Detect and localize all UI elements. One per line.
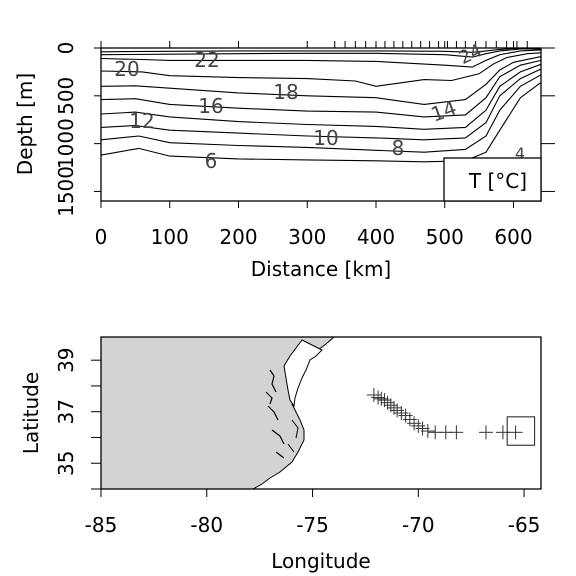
map-y-tick-label: 39	[54, 347, 78, 372]
contour-16	[100, 56, 542, 105]
y-tick-label: 1500	[54, 166, 78, 217]
map-y-tick-label: 35	[54, 451, 78, 476]
highlight-box	[506, 416, 536, 446]
contour-lines	[100, 47, 542, 163]
map-frame	[100, 336, 542, 490]
contour-labels: 22 20 18 16 14 12 10 8 6 4 24	[114, 40, 525, 173]
map-x-tick-label: -75	[296, 513, 329, 537]
station-ticks	[334, 41, 528, 48]
station-markers	[366, 387, 523, 440]
river-inlets	[265, 369, 285, 459]
contour-label-22: 22	[194, 48, 219, 72]
y-tick-label: 500	[54, 77, 78, 115]
map-y-axis: 35 37 39	[54, 347, 101, 490]
section-y-axis-title: Depth [m]	[13, 73, 37, 175]
contour-label-18: 18	[273, 80, 298, 104]
contour-8	[100, 74, 542, 153]
x-tick-label: 500	[426, 225, 464, 249]
station-marker	[508, 425, 523, 440]
station-marker	[449, 425, 464, 440]
legend: T [°C]	[443, 157, 542, 202]
station-marker	[415, 421, 430, 436]
legend-box	[443, 157, 542, 202]
map-y-axis-title: Latitude	[19, 372, 43, 454]
map-x-tick-label: -65	[508, 513, 541, 537]
contour-label-20: 20	[114, 57, 139, 81]
station-marker	[479, 425, 493, 440]
contour-12	[100, 63, 542, 130]
x-tick-label: 400	[357, 225, 395, 249]
map-x-tick-label: -80	[190, 513, 223, 537]
contour-label-6: 6	[205, 149, 218, 173]
contour-14	[100, 59, 542, 118]
contour-label-8: 8	[392, 136, 405, 160]
x-tick-label: 200	[219, 225, 257, 249]
legend-label: T [°C]	[468, 169, 527, 193]
contour-label-16: 16	[198, 94, 223, 118]
contour-20	[100, 49, 542, 68]
station-marker	[386, 400, 401, 415]
station-marker	[371, 390, 386, 405]
contour-label-10: 10	[313, 126, 338, 150]
map-y-tick-label: 37	[54, 399, 78, 424]
x-tick-label: 300	[288, 225, 326, 249]
map-x-axis-title: Longitude	[271, 549, 370, 573]
map-x-tick-label: -85	[85, 513, 118, 537]
section-x-axis-title: Distance [km]	[251, 257, 391, 281]
contour-10	[100, 68, 542, 141]
map-x-axis: -85 -80 -75 -70 -65	[85, 489, 541, 537]
contour-24	[100, 47, 541, 53]
section-x-axis: 0 100 200 300 400 500 600	[95, 41, 533, 249]
y-tick-label: 1000	[54, 118, 78, 169]
station-marker	[420, 424, 435, 439]
coast-bay	[283, 339, 323, 408]
station-marker	[374, 391, 389, 406]
x-tick-label: 600	[494, 225, 532, 249]
x-tick-label: 100	[151, 225, 189, 249]
contour-label-12: 12	[129, 109, 154, 133]
sound-lines	[287, 419, 299, 453]
contour-label-4: 4	[515, 144, 525, 163]
contour-22	[100, 48, 541, 58]
station-map: -85 -80 -75 -70 -65 35 37 39 Longitude Latitud…	[19, 336, 542, 573]
x-tick-label: 0	[95, 225, 108, 249]
contour-6	[100, 81, 542, 163]
y-tick-label: 0	[54, 42, 78, 55]
map-x-tick-label: -70	[402, 513, 435, 537]
contour-18	[100, 52, 542, 87]
